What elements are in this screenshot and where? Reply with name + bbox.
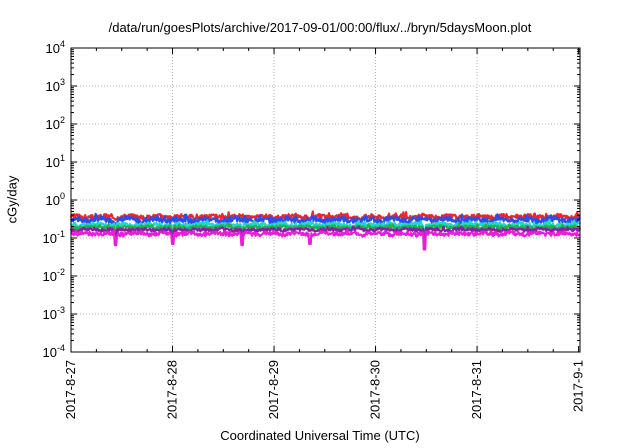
series-line xyxy=(69,225,581,240)
x-tick-label: 2017-8-30 xyxy=(368,360,383,419)
y-tick-labels: 10-4 10-3 10-2 10-1 100 101 102 103 104 xyxy=(43,39,65,360)
y-tick-label: 10-1 xyxy=(43,229,65,246)
tick-marks xyxy=(70,47,580,353)
chart-title: /data/run/goesPlots/archive/2017-09-01/0… xyxy=(108,20,532,35)
y-tick-label: 10-4 xyxy=(43,343,65,360)
y-tick-label: 103 xyxy=(46,77,65,94)
series-line xyxy=(70,228,581,251)
y-tick-label: 101 xyxy=(46,153,65,170)
x-tick-label: 2017-8-27 xyxy=(63,360,78,419)
x-tick-label: 2017-9-1 xyxy=(571,360,586,412)
y-tick-label: 104 xyxy=(46,39,65,56)
y-tick-label: 10-3 xyxy=(43,305,65,322)
grid xyxy=(71,48,580,352)
y-tick-label: 100 xyxy=(46,191,65,208)
series-line xyxy=(69,212,581,226)
x-tick-label: 2017-8-28 xyxy=(165,360,180,419)
y-axis-label: cGy/day xyxy=(4,175,20,224)
x-tick-label: 2017-8-31 xyxy=(469,360,484,419)
series-group xyxy=(69,210,582,251)
x-tick-labels: 2017-8-27 2017-8-28 2017-8-29 2017-8-30 2017… xyxy=(63,360,586,419)
y-tick-label: 10-2 xyxy=(43,267,65,284)
x-tick-label: 2017-8-29 xyxy=(266,360,281,419)
x-axis-label: Coordinated Universal Time (UTC) xyxy=(220,428,420,443)
y-tick-label: 102 xyxy=(46,115,65,132)
